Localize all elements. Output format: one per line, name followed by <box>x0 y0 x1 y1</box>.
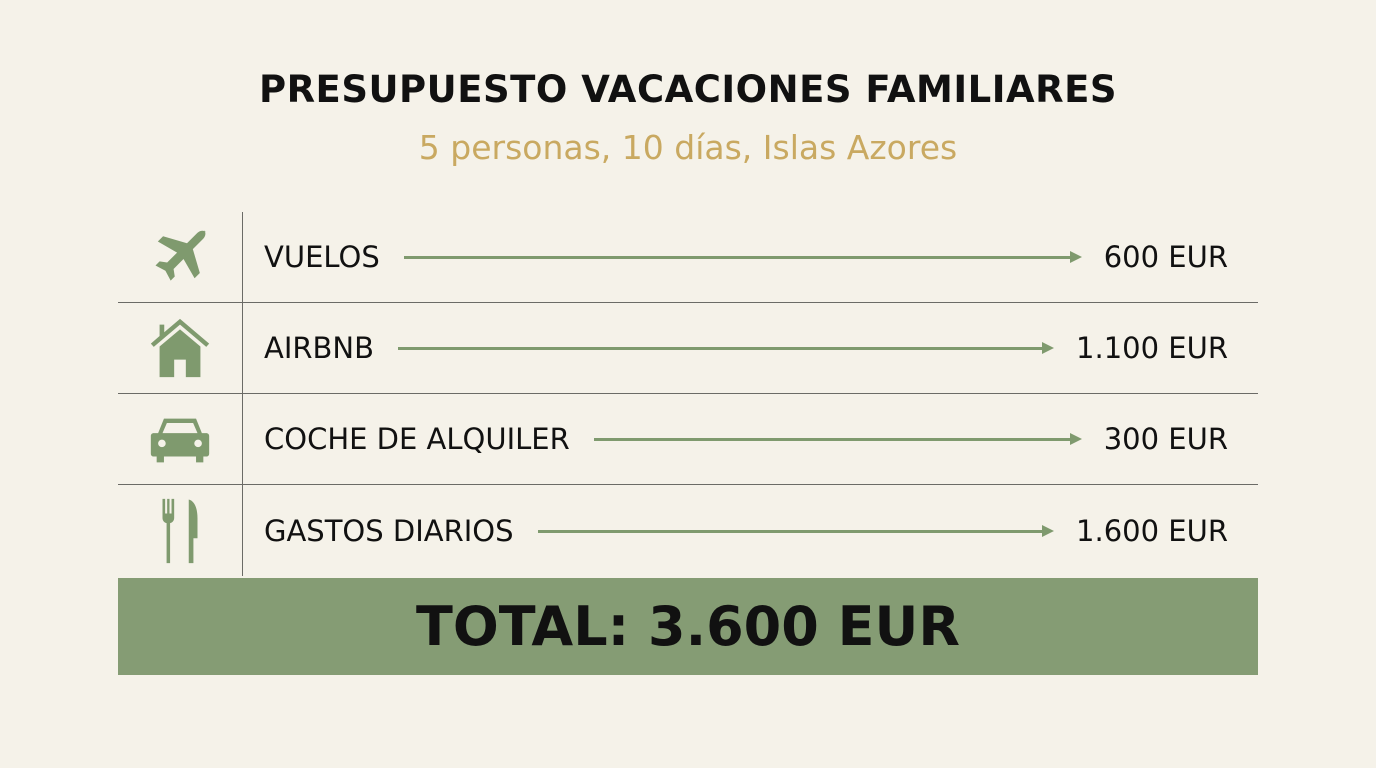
arrow-icon <box>403 250 1082 264</box>
budget-row-vuelos: VUELOS 600 EUR <box>118 212 1258 303</box>
item-label: AIRBNB <box>264 331 375 365</box>
page-title: PRESUPUESTO VACACIONES FAMILIARES <box>258 68 1118 111</box>
item-value: 1.100 EUR <box>1076 331 1228 365</box>
budget-row-gastos: GASTOS DIARIOS 1.600 EUR <box>118 485 1258 576</box>
budget-row-airbnb: AIRBNB 1.100 EUR <box>118 303 1258 394</box>
arrow-icon <box>593 432 1082 446</box>
budget-table: VUELOS 600 EUR AIRBNB 1.100 EUR COCHE DE… <box>118 212 1258 576</box>
item-value: 1.600 EUR <box>1076 513 1228 548</box>
total-banner: TOTAL: 3.600 EUR <box>118 578 1258 675</box>
house-icon <box>118 303 243 393</box>
item-value: 300 EUR <box>1103 422 1228 456</box>
airplane-icon <box>118 212 243 302</box>
item-label: COCHE DE ALQUILER <box>264 422 570 456</box>
fork-knife-icon <box>118 485 243 576</box>
arrow-icon <box>537 524 1055 538</box>
arrow-icon <box>398 341 1055 355</box>
item-label: VUELOS <box>264 240 380 274</box>
item-value: 600 EUR <box>1103 240 1228 274</box>
budget-row-coche: COCHE DE ALQUILER 300 EUR <box>118 394 1258 485</box>
car-icon <box>118 394 243 484</box>
item-label: GASTOS DIARIOS <box>264 513 514 548</box>
page-subtitle: 5 personas, 10 días, Islas Azores <box>418 128 958 167</box>
